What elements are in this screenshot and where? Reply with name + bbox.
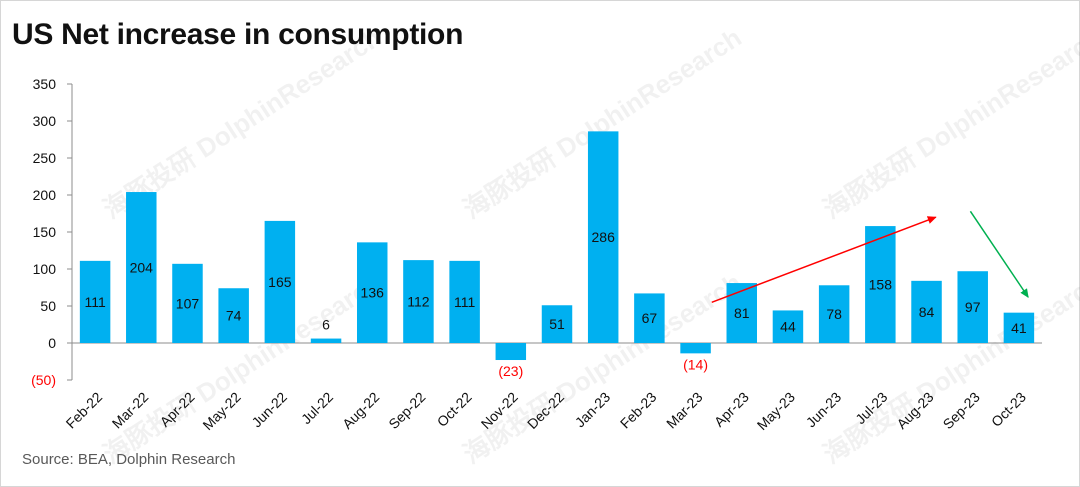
bar — [126, 192, 157, 343]
y-tick-label: 350 — [33, 76, 57, 92]
bar — [726, 283, 758, 343]
bar — [218, 288, 249, 343]
data-label: 74 — [226, 308, 242, 324]
bar — [634, 293, 665, 343]
bar — [680, 343, 711, 354]
data-label: 44 — [780, 319, 796, 335]
bar — [911, 280, 942, 343]
y-tick-label: 100 — [33, 261, 57, 277]
bar — [865, 226, 896, 343]
y-tick-label: 50 — [40, 298, 56, 314]
bar — [818, 285, 850, 343]
bar — [403, 260, 434, 343]
y-tick-label: 150 — [33, 224, 57, 240]
x-tick-label: May-23 — [754, 389, 798, 433]
data-label: 6 — [322, 317, 330, 333]
data-label: (23) — [498, 363, 523, 379]
x-tick-label: Aug-22 — [339, 389, 382, 432]
y-tick-label: 0 — [48, 335, 56, 351]
bar — [541, 305, 573, 343]
x-tick-label: Sep-22 — [385, 389, 428, 432]
trend-down-arrow — [969, 210, 1029, 298]
bar — [449, 260, 480, 343]
data-label: 84 — [919, 304, 935, 320]
x-tick-label: Feb-22 — [63, 389, 106, 432]
data-label: 51 — [549, 316, 565, 332]
bar — [1003, 312, 1035, 343]
trend-up-arrow — [711, 216, 937, 304]
x-tick-label: Nov-22 — [478, 389, 521, 432]
bar — [495, 343, 527, 361]
bar — [356, 242, 388, 343]
bar — [772, 310, 804, 343]
x-tick-label: Jun-23 — [803, 389, 845, 431]
data-label: 158 — [869, 277, 893, 293]
x-tick-label: Jun-22 — [248, 389, 290, 431]
bar — [587, 131, 619, 343]
data-label: 41 — [1011, 320, 1027, 336]
data-label: 165 — [268, 274, 292, 290]
x-tick-label: Jan-23 — [572, 389, 614, 431]
data-label: 136 — [361, 285, 385, 301]
chart-title: US Net increase in consumption — [12, 18, 464, 51]
y-tick-label: 300 — [33, 113, 57, 129]
x-tick-label: Dec-22 — [524, 389, 567, 432]
data-label: 111 — [454, 294, 475, 310]
x-tick-label: Oct-22 — [434, 389, 475, 430]
data-label: 112 — [407, 294, 430, 310]
bar — [310, 338, 342, 343]
y-tick-label: 250 — [33, 150, 57, 166]
x-tick-label: Aug-23 — [893, 389, 936, 432]
bar — [957, 271, 988, 343]
bar — [79, 260, 111, 343]
data-label: 107 — [176, 295, 200, 311]
data-label: 286 — [592, 229, 616, 245]
x-tick-label: Oct-23 — [988, 389, 1029, 430]
data-label: 78 — [826, 306, 842, 322]
bar — [172, 263, 203, 343]
x-tick-label: Mar-22 — [109, 389, 152, 432]
source-note: Source: BEA, Dolphin Research — [22, 451, 236, 468]
x-tick-label: Apr-22 — [157, 389, 198, 430]
bar — [264, 220, 296, 343]
x-tick-label: Mar-23 — [663, 389, 706, 432]
y-tick-label: 200 — [33, 187, 57, 203]
data-label: 111 — [84, 294, 105, 310]
data-label: 97 — [965, 299, 981, 315]
x-tick-label: May-22 — [199, 389, 243, 433]
x-tick-label: Jul-22 — [298, 389, 336, 427]
data-label: 204 — [130, 260, 154, 276]
y-tick-label: (50) — [31, 372, 56, 388]
x-tick-label: Feb-23 — [617, 389, 660, 432]
x-tick-label: Jul-23 — [852, 389, 890, 427]
data-label: (14) — [683, 356, 708, 372]
data-label: 67 — [642, 310, 658, 326]
x-tick-label: Sep-23 — [940, 389, 983, 432]
data-label: 81 — [734, 305, 750, 321]
x-tick-label: Apr-23 — [711, 389, 752, 430]
